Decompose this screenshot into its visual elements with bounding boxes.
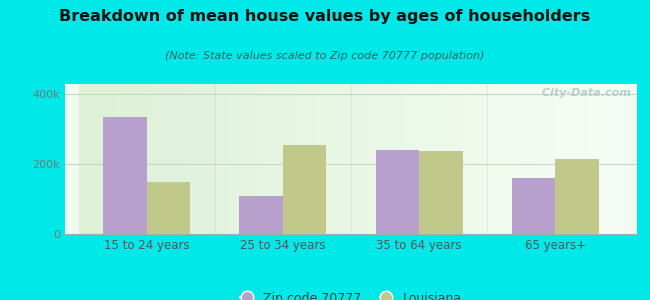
Legend: Zip code 70777, Louisiana: Zip code 70777, Louisiana xyxy=(235,287,467,300)
Text: Breakdown of mean house values by ages of householders: Breakdown of mean house values by ages o… xyxy=(59,9,591,24)
Bar xyxy=(555,159,599,234)
Bar xyxy=(239,196,283,234)
Bar xyxy=(147,182,190,234)
Bar xyxy=(376,150,419,234)
Text: (Note: State values scaled to Zip code 70777 population): (Note: State values scaled to Zip code 7… xyxy=(165,51,485,61)
Bar xyxy=(512,178,555,234)
Text: City-Data.com: City-Data.com xyxy=(538,88,631,98)
Bar xyxy=(103,117,147,234)
Bar xyxy=(419,151,463,234)
Bar xyxy=(283,145,326,234)
